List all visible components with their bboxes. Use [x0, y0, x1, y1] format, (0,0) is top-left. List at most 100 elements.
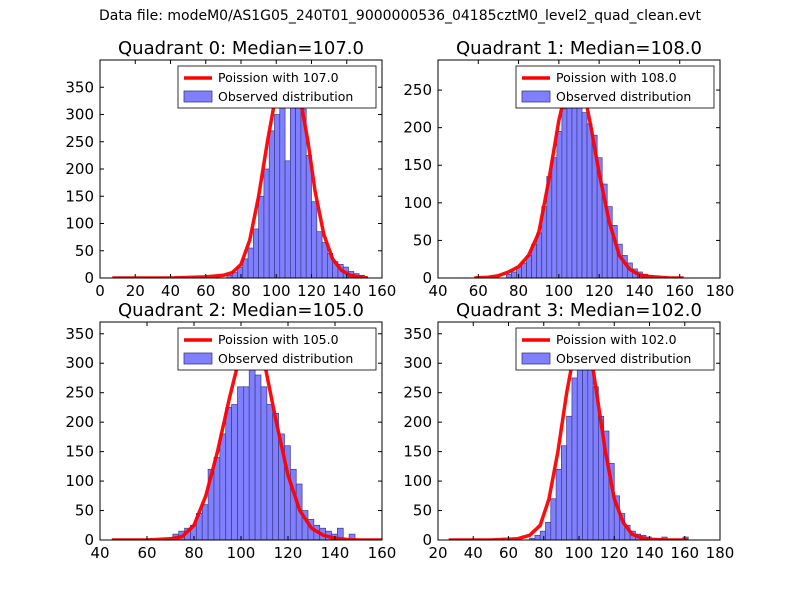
- histogram-bar: [243, 386, 250, 540]
- chart-title: Quadrant 0: Median=107.0: [118, 38, 364, 59]
- histogram-bar: [521, 262, 527, 278]
- y-tick-label: 200: [403, 119, 432, 137]
- x-tick-label: 120: [297, 282, 326, 300]
- histogram-bar: [295, 78, 302, 278]
- legend-label-poisson: Poission with 107.0: [218, 70, 339, 85]
- histogram-bar: [587, 351, 594, 540]
- y-tick-label: 100: [65, 215, 94, 233]
- histogram-bar: [571, 97, 578, 278]
- figure-suptitle: Data file: modeM0/AS1G05_240T01_90000005…: [99, 8, 701, 24]
- x-tick-label: 120: [600, 544, 629, 562]
- y-tick-label: 150: [65, 187, 94, 205]
- legend-label-observed: Observed distribution: [556, 351, 691, 366]
- legend: Poission with 102.0 Observed distribution: [515, 327, 715, 371]
- histogram-bar: [247, 247, 254, 278]
- histogram-bar: [511, 271, 517, 278]
- histogram-bar: [213, 457, 221, 540]
- x-tick-label: 40: [464, 544, 483, 562]
- legend-label-poisson: Poission with 108.0: [556, 70, 677, 85]
- histogram-bar: [576, 85, 583, 278]
- y-tick-label: 350: [403, 325, 432, 343]
- histogram-bar: [266, 404, 274, 540]
- y-tick-label: 150: [403, 443, 432, 461]
- legend-label-observed: Observed distribution: [556, 89, 691, 104]
- histogram-bar: [321, 242, 328, 278]
- histogram-bars: [226, 73, 365, 278]
- x-tick-label: 80: [231, 282, 250, 300]
- y-tick-label: 0: [84, 531, 94, 549]
- histogram-bar: [254, 374, 262, 540]
- histogram-bar: [581, 112, 588, 278]
- histogram-bar: [219, 433, 227, 540]
- y-tick-label: 100: [403, 472, 432, 490]
- histogram-bar: [248, 357, 256, 540]
- histogram-bar: [252, 228, 259, 278]
- histogram-bar: [545, 521, 552, 540]
- chart-panel-2: 40 60 80 100 120 140 160 0 50 100 150 200 250 300 350 Q…: [65, 300, 396, 562]
- y-tick-label: 150: [65, 443, 94, 461]
- x-tick-label: 180: [706, 544, 735, 562]
- y-tick-label: 100: [65, 472, 94, 490]
- y-tick-label: 350: [65, 78, 94, 96]
- x-tick-label: 120: [585, 282, 614, 300]
- histogram-bar: [225, 407, 232, 540]
- histogram-bar: [576, 345, 583, 540]
- x-tick-label: 180: [706, 282, 735, 300]
- histogram-bar: [284, 160, 291, 278]
- x-tick-label: 100: [262, 282, 291, 300]
- y-tick-label: 250: [65, 384, 94, 402]
- y-tick-label: 50: [413, 231, 432, 249]
- x-tick-label: 160: [368, 544, 397, 562]
- legend: Poission with 107.0 Observed distribution: [177, 65, 377, 109]
- histogram-bar: [268, 130, 275, 278]
- histogram-bars: [529, 333, 689, 540]
- y-tick-label: 50: [75, 242, 94, 260]
- x-tick-label: 100: [565, 544, 594, 562]
- legend-bar-swatch: [521, 352, 551, 365]
- histogram-bar: [258, 195, 265, 278]
- histogram-bar: [586, 123, 593, 278]
- histogram-bar: [274, 114, 281, 278]
- y-tick-label: 0: [422, 269, 432, 287]
- x-tick-label: 160: [368, 282, 397, 300]
- histogram-bar: [305, 155, 312, 278]
- histogram-bar: [551, 157, 558, 278]
- chart-title: Quadrant 3: Median=102.0: [456, 300, 702, 321]
- histogram-bar: [263, 168, 270, 278]
- x-tick-label: 140: [332, 282, 361, 300]
- histogram-bar: [566, 85, 573, 278]
- y-tick-label: 200: [403, 413, 432, 431]
- chart-title: Quadrant 1: Median=108.0: [456, 38, 702, 59]
- histogram-bar: [316, 231, 323, 278]
- y-tick-label: 250: [65, 133, 94, 151]
- legend-label-observed: Observed distribution: [218, 89, 353, 104]
- x-tick-label: 60: [137, 544, 156, 562]
- x-tick-label: 160: [670, 544, 699, 562]
- y-tick-label: 50: [413, 502, 432, 520]
- x-tick-label: 80: [534, 544, 553, 562]
- y-tick-label: 150: [403, 156, 432, 174]
- y-tick-label: 250: [403, 81, 432, 99]
- y-tick-label: 200: [65, 413, 94, 431]
- x-tick-label: 80: [184, 544, 203, 562]
- chart-title: Quadrant 2: Median=105.0: [118, 300, 364, 321]
- x-tick-label: 140: [625, 282, 654, 300]
- histogram-bar: [506, 273, 512, 278]
- y-tick-label: 200: [65, 160, 94, 178]
- y-tick-label: 350: [65, 325, 94, 343]
- histogram-bar: [311, 201, 318, 278]
- histogram-bar: [201, 504, 209, 540]
- histogram-bar: [534, 534, 541, 540]
- legend-label-poisson: Poission with 105.0: [218, 332, 339, 347]
- chart-panel-0: 0 20 40 60 80 100 120 140 160 0 50 100 150 200 250 300 3…: [65, 38, 396, 300]
- x-tick-label: 20: [126, 282, 145, 300]
- legend-bar-swatch: [183, 90, 213, 103]
- histogram-bar: [571, 377, 578, 540]
- x-tick-label: 160: [665, 282, 694, 300]
- histogram-bar: [231, 404, 238, 540]
- x-tick-label: 80: [509, 282, 528, 300]
- x-tick-label: 40: [428, 282, 447, 300]
- legend: Poission with 108.0 Observed distribution: [515, 65, 715, 109]
